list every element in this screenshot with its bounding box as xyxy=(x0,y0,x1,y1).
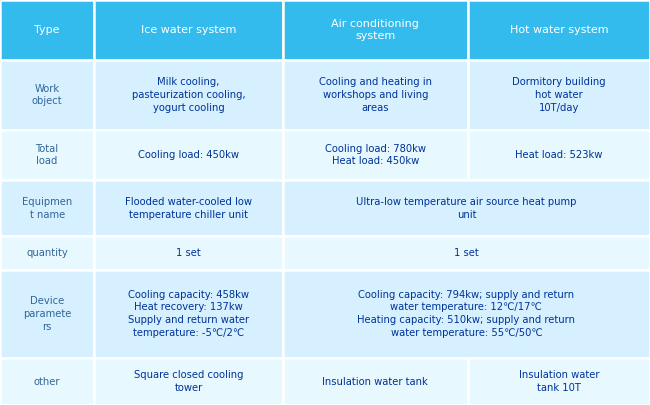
Text: Hot water system: Hot water system xyxy=(510,25,608,35)
Bar xyxy=(94,236,283,270)
Text: Air conditioning
system: Air conditioning system xyxy=(332,19,419,41)
Text: Cooling load: 780kw
Heat load: 450kw: Cooling load: 780kw Heat load: 450kw xyxy=(325,144,426,166)
Bar xyxy=(468,60,650,130)
Text: Ultra-low temperature air source heat pump
unit: Ultra-low temperature air source heat pu… xyxy=(356,197,577,220)
Text: Heat load: 523kw: Heat load: 523kw xyxy=(515,150,603,160)
Bar xyxy=(94,270,283,358)
Bar xyxy=(468,0,650,60)
Text: Insulation water tank: Insulation water tank xyxy=(322,377,428,386)
Bar xyxy=(283,180,650,236)
Text: Type: Type xyxy=(34,25,60,35)
Text: Cooling load: 450kw: Cooling load: 450kw xyxy=(138,150,239,160)
Bar xyxy=(94,130,283,180)
Text: Total
load: Total load xyxy=(36,144,58,166)
Text: Insulation water
tank 10T: Insulation water tank 10T xyxy=(519,370,599,393)
Text: Dormitory building
hot water
10T/day: Dormitory building hot water 10T/day xyxy=(512,77,606,113)
Bar xyxy=(283,60,468,130)
Bar xyxy=(468,130,650,180)
Bar xyxy=(283,270,650,358)
Text: Milk cooling,
pasteurization cooling,
yogurt cooling: Milk cooling, pasteurization cooling, yo… xyxy=(132,77,245,113)
Text: Square closed cooling
tower: Square closed cooling tower xyxy=(134,370,243,393)
Bar xyxy=(94,60,283,130)
Bar xyxy=(0,358,94,405)
Bar xyxy=(0,0,94,60)
Bar xyxy=(0,130,94,180)
Text: Flooded water-cooled low
temperature chiller unit: Flooded water-cooled low temperature chi… xyxy=(125,197,252,220)
Bar xyxy=(283,130,468,180)
Bar xyxy=(0,270,94,358)
Text: 1 set: 1 set xyxy=(176,248,201,258)
Bar xyxy=(94,0,283,60)
Text: Device
paramete
rs: Device paramete rs xyxy=(23,296,72,332)
Text: Work
object: Work object xyxy=(32,83,62,106)
Bar xyxy=(0,236,94,270)
Text: Cooling capacity: 794kw; supply and return
water temperature: 12℃/17℃
Heating ca: Cooling capacity: 794kw; supply and retu… xyxy=(358,290,575,338)
Bar xyxy=(94,180,283,236)
Bar xyxy=(283,0,468,60)
Text: Ice water system: Ice water system xyxy=(141,25,236,35)
Bar xyxy=(0,60,94,130)
Bar xyxy=(283,358,468,405)
Text: Cooling capacity: 458kw
Heat recovery: 137kw
Supply and return water
temperature: Cooling capacity: 458kw Heat recovery: 1… xyxy=(128,290,249,338)
Bar xyxy=(468,358,650,405)
Text: 1 set: 1 set xyxy=(454,248,479,258)
Text: other: other xyxy=(34,377,60,386)
Text: quantity: quantity xyxy=(26,248,68,258)
Bar xyxy=(283,236,650,270)
Text: Equipmen
t name: Equipmen t name xyxy=(22,197,72,220)
Bar xyxy=(0,180,94,236)
Bar xyxy=(94,358,283,405)
Text: Cooling and heating in
workshops and living
areas: Cooling and heating in workshops and liv… xyxy=(319,77,432,113)
